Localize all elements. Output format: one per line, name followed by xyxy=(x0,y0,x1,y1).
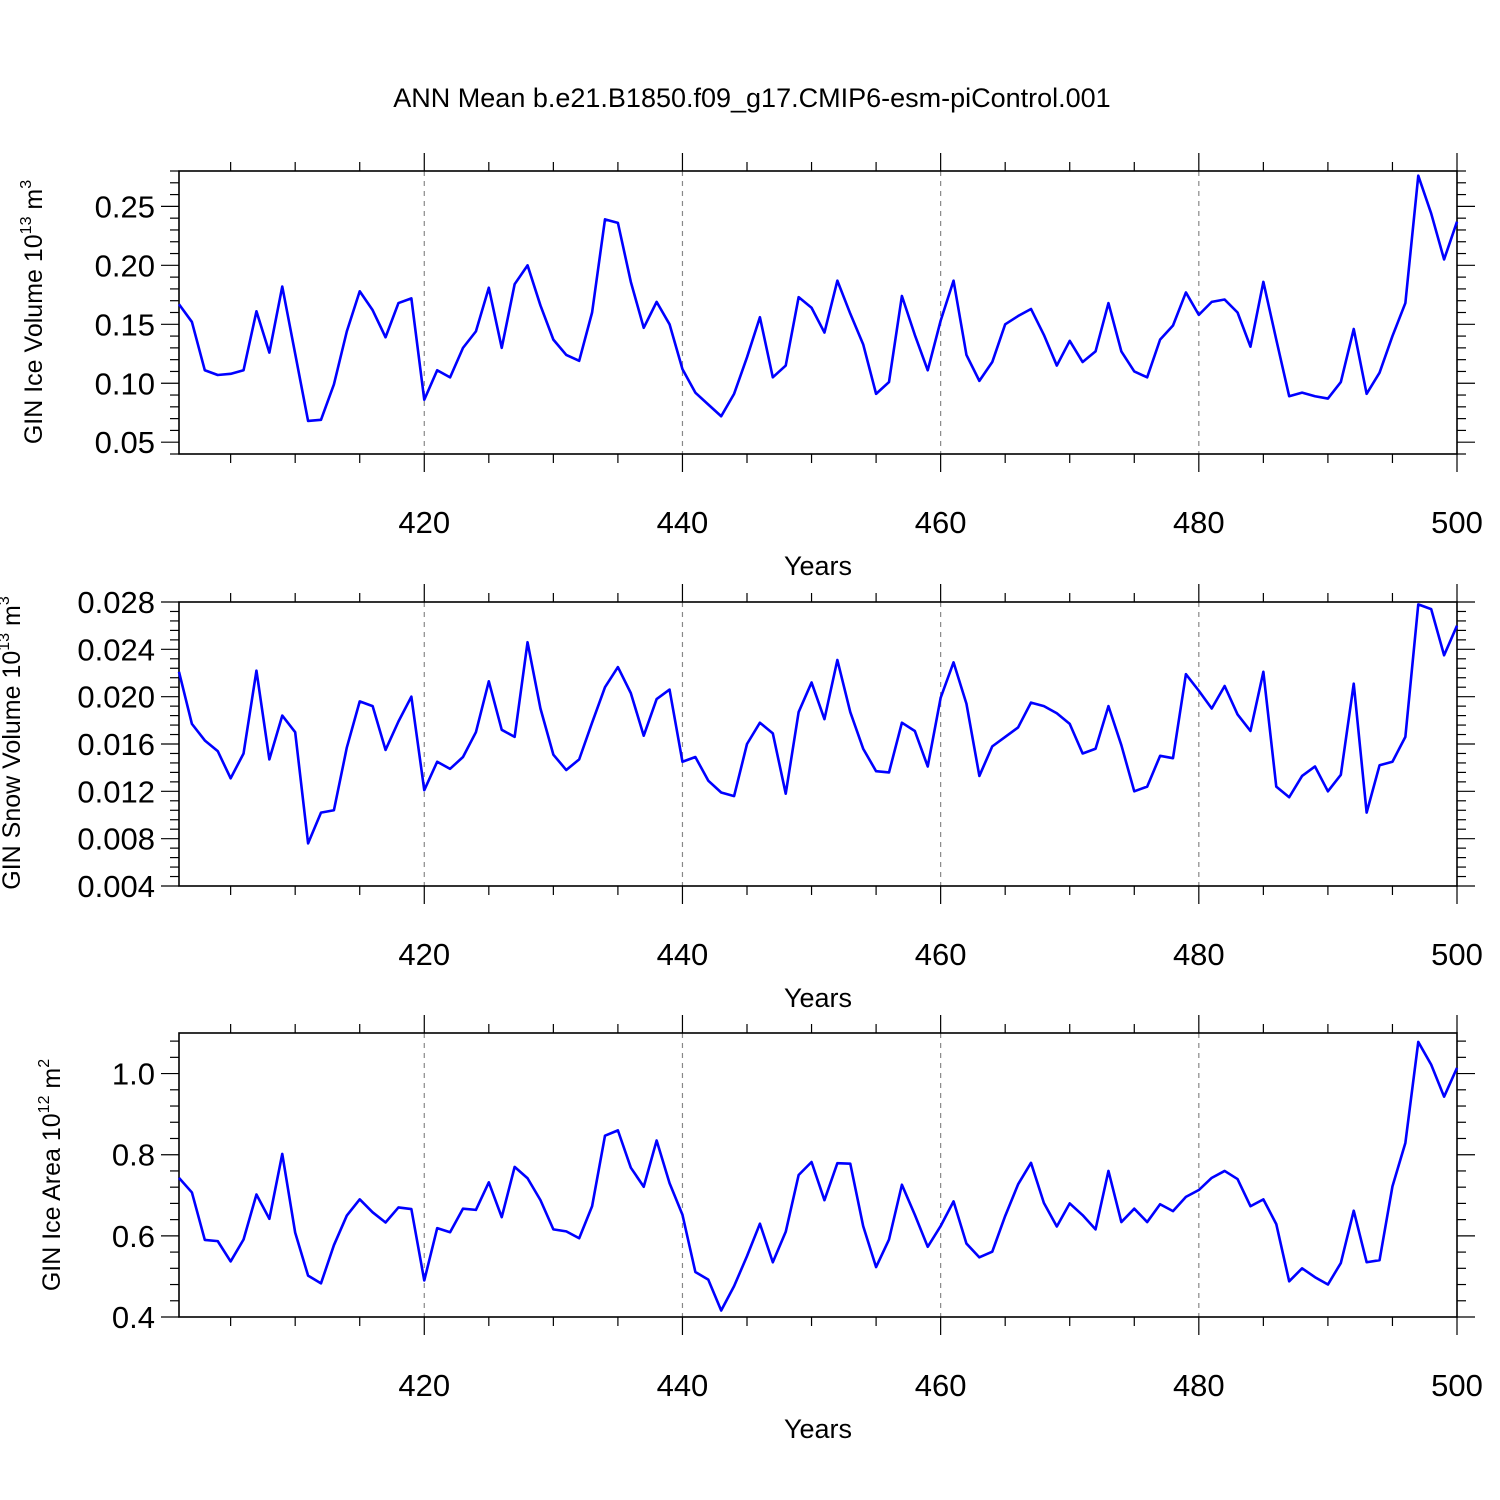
y-tick-label: 0.15 xyxy=(95,307,155,342)
x-axis-label: Years xyxy=(784,551,852,581)
y-tick-label: 0.028 xyxy=(77,585,155,620)
x-tick-label: 460 xyxy=(915,505,967,540)
panel-3: 0.4 0.6 0.8 1.0 420 440 460 480 500 Years GIN Ice … xyxy=(36,1015,1483,1444)
y-tick-label: 0.008 xyxy=(77,822,155,857)
plot-frame xyxy=(178,170,1458,455)
y-tick-label: 0.020 xyxy=(77,680,155,715)
plot-frame xyxy=(178,601,1458,887)
y-tick-label: 0.012 xyxy=(77,774,155,809)
figure-title: ANN Mean b.e21.B1850.f09_g17.CMIP6-esm-p… xyxy=(393,83,1110,113)
panel-1: 0.05 0.10 0.15 0.20 0.25 420 440 460 480 500 Years… xyxy=(18,153,1483,581)
y-axis-label: GIN Snow Volume 1013 m3 xyxy=(0,596,26,890)
y-axis-label: GIN Ice Volume 1013 m3 xyxy=(18,180,48,444)
y-tick-label: 0.004 xyxy=(77,869,155,904)
x-axis-label: Years xyxy=(784,983,852,1013)
x-tick-label: 480 xyxy=(1173,505,1225,540)
plot-frame xyxy=(178,1032,1458,1318)
y-tick-label: 0.024 xyxy=(77,632,155,667)
y-tick-label: 0.05 xyxy=(95,425,155,460)
y-axis-label: GIN Ice Area 1012 m2 xyxy=(36,1059,66,1291)
series-line xyxy=(177,603,1459,845)
x-tick-label: 460 xyxy=(915,1368,967,1403)
series-line xyxy=(178,1040,1459,1312)
series-line xyxy=(177,174,1459,423)
y-tick-label: 0.20 xyxy=(95,248,155,283)
y-tick-label: 0.016 xyxy=(77,727,155,762)
y-tick-label: 0.10 xyxy=(95,366,155,401)
y-tick-label: 0.8 xyxy=(112,1138,155,1173)
x-tick-label: 460 xyxy=(915,937,967,972)
panel-2: 0.004 0.008 0.012 0.016 0.020 0.024 0.028 420 44… xyxy=(0,584,1483,1013)
x-axis-label: Years xyxy=(784,1414,852,1444)
x-tick-label: 420 xyxy=(398,937,450,972)
x-tick-label: 420 xyxy=(398,1368,450,1403)
x-tick-label: 500 xyxy=(1431,937,1483,972)
y-tick-label: 0.4 xyxy=(112,1300,155,1335)
x-tick-label: 500 xyxy=(1431,505,1483,540)
x-tick-label: 440 xyxy=(657,1368,709,1403)
x-tick-label: 480 xyxy=(1173,1368,1225,1403)
x-tick-label: 440 xyxy=(657,937,709,972)
x-tick-label: 420 xyxy=(398,505,450,540)
x-tick-label: 500 xyxy=(1431,1368,1483,1403)
y-tick-label: 0.6 xyxy=(112,1219,155,1254)
y-tick-label: 0.25 xyxy=(95,189,155,224)
y-tick-label: 1.0 xyxy=(112,1057,155,1092)
x-tick-label: 440 xyxy=(657,505,709,540)
x-tick-label: 480 xyxy=(1173,937,1225,972)
